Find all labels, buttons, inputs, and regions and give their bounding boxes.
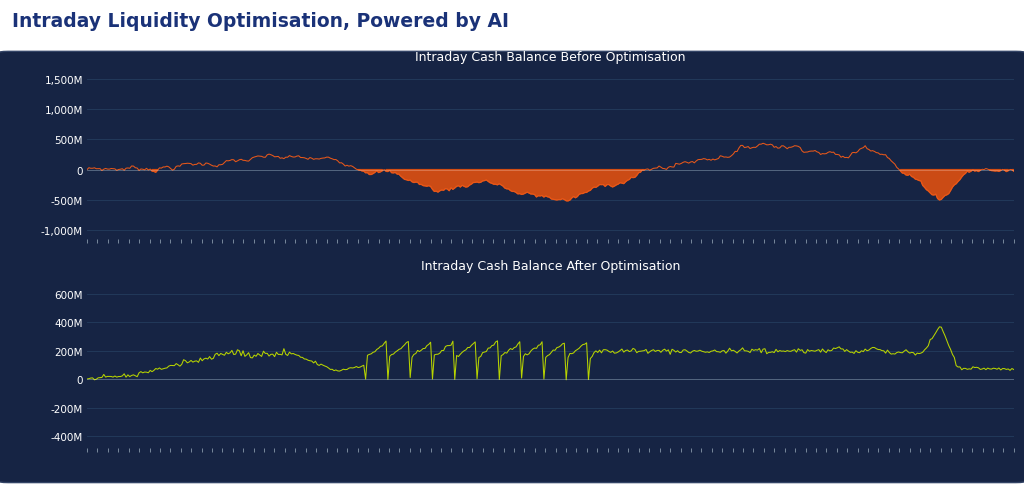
Text: Intraday Liquidity Optimisation, Powered by AI: Intraday Liquidity Optimisation, Powered…: [12, 12, 509, 31]
Title: Intraday Cash Balance After Optimisation: Intraday Cash Balance After Optimisation: [421, 259, 680, 272]
Title: Intraday Cash Balance Before Optimisation: Intraday Cash Balance Before Optimisatio…: [415, 51, 686, 64]
FancyBboxPatch shape: [0, 52, 1024, 483]
